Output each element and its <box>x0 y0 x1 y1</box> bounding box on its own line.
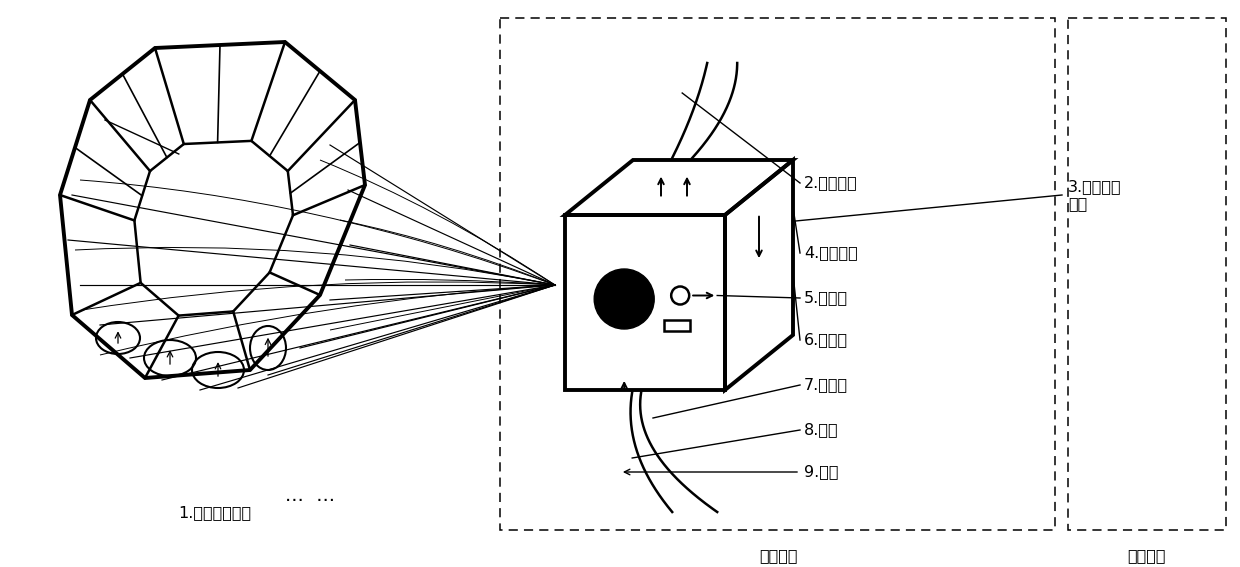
Text: 6.锂电池: 6.锂电池 <box>804 332 848 348</box>
Bar <box>665 320 691 331</box>
Text: 7.充电口: 7.充电口 <box>804 378 848 392</box>
Text: 4.振动马达: 4.振动马达 <box>804 246 858 260</box>
Text: 9.绑带: 9.绑带 <box>804 464 838 480</box>
Bar <box>500 18 1055 530</box>
Text: 发送单元: 发送单元 <box>1127 548 1167 563</box>
Bar <box>1068 18 1226 530</box>
Text: 8.按钮: 8.按钮 <box>804 422 838 438</box>
Text: 1.肌电传感器组: 1.肌电传感器组 <box>179 505 252 520</box>
Text: 2.运算单元: 2.运算单元 <box>804 176 858 191</box>
Text: 5.指示灯: 5.指示灯 <box>804 290 848 306</box>
Text: ···  ···: ··· ··· <box>285 492 335 511</box>
Circle shape <box>594 269 655 329</box>
Text: 3.射频收发
芯片: 3.射频收发 芯片 <box>1068 179 1122 211</box>
Text: 控制单元: 控制单元 <box>759 548 797 563</box>
